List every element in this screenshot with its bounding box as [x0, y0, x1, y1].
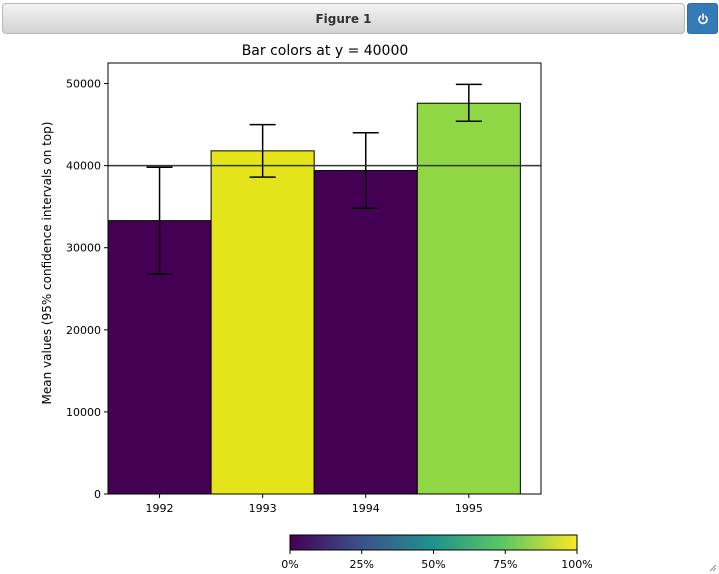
figure-title: Figure 1 — [315, 11, 372, 26]
plot-frame — [107, 62, 542, 495]
y-tick-label-40000: 40000 — [66, 160, 101, 173]
colorbar-tick-label-4: 100% — [561, 558, 592, 571]
close-figure-button[interactable] — [687, 3, 718, 34]
error-bar-1993 — [249, 123, 276, 178]
y-tick-label-10000: 10000 — [66, 406, 101, 419]
colorbar — [289, 534, 578, 551]
colorbar-tick-label-3: 75% — [493, 558, 517, 571]
bar-1994 — [313, 170, 418, 495]
bars-layer — [107, 102, 521, 495]
colorbar-ticks-layer: 0% 25% 50% 75% 100% — [281, 550, 593, 571]
y-tick-label-30000: 30000 — [66, 242, 101, 255]
bar-chart: Bar colors at y = 40000 Mean values (95%… — [40, 43, 593, 571]
y-tick-label-50000: 50000 — [66, 78, 101, 91]
y-tick-label-20000: 20000 — [66, 324, 101, 337]
x-tick-label-1994: 1994 — [352, 502, 380, 515]
colorbar-tick-label-1: 25% — [350, 558, 374, 571]
y-tick-label-0: 0 — [94, 488, 101, 501]
error-bars-layer — [146, 83, 482, 275]
figure-titlebar: Figure 1 — [2, 3, 685, 34]
colorbar-tick-label-0: 0% — [281, 558, 298, 571]
chart-title: Bar colors at y = 40000 — [242, 43, 409, 59]
error-bar-1994 — [352, 132, 379, 210]
x-ticks-layer: 1992 1993 1994 1995 — [146, 494, 483, 515]
x-tick-label-1995: 1995 — [455, 502, 483, 515]
colorbar-tick-label-2: 50% — [421, 558, 445, 571]
resize-grip-icon[interactable] — [707, 562, 717, 572]
bar-1995 — [416, 102, 521, 495]
error-bar-1995 — [455, 83, 482, 123]
bar-1993 — [210, 150, 315, 495]
x-tick-label-1993: 1993 — [249, 502, 277, 515]
error-bar-1992 — [146, 166, 173, 275]
y-axis-label: Mean values (95% confidence intervals on… — [40, 122, 54, 405]
y-ticks-layer: 0 10000 20000 30000 40000 50000 — [66, 78, 108, 501]
power-icon — [697, 12, 708, 24]
x-tick-label-1992: 1992 — [146, 502, 174, 515]
